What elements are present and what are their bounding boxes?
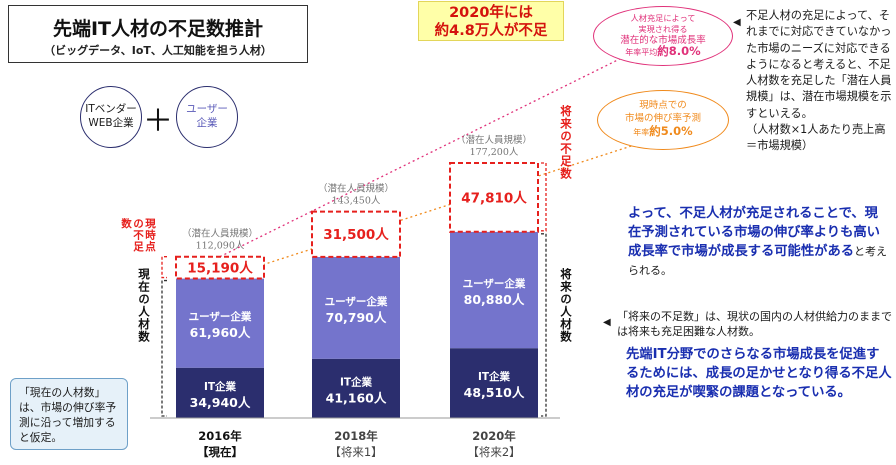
bar-user bbox=[450, 231, 538, 349]
callout-2020-line1: 2020年には bbox=[449, 5, 533, 21]
cagr-potential-ellipse: 人材充足によって 実現され得る 潜在的な市場成長率 年率平均約8.0% bbox=[593, 6, 733, 66]
note-conclusion: よって、不足人材が充足されることで、現在予測されている市場の伸び率よりも高い成長… bbox=[628, 204, 890, 280]
bars: IT企業34,940人ユーザー企業61,960人15,190人（潜在人員規模）1… bbox=[150, 134, 560, 459]
x-tick-year: 2020年 bbox=[472, 429, 516, 443]
callout-2020: 2020年には 約4.8万人が不足 bbox=[418, 1, 564, 41]
bar-it-value: 48,510人 bbox=[464, 385, 525, 400]
note-future-bold: 先端IT分野でのさらなる市場成長を促進するためには、成長の足かせとなり得る不足人… bbox=[626, 347, 892, 400]
brackets bbox=[161, 162, 547, 417]
legend-user-circle: ユーザー 企業 bbox=[176, 86, 238, 148]
bar-shortage-value: 31,500人 bbox=[323, 227, 389, 243]
x-tick-tag: 【現在】 bbox=[197, 445, 243, 459]
note-conclusion-tail: と考えられる。 bbox=[628, 245, 888, 277]
legend-plus: ＋ bbox=[143, 104, 173, 139]
page-title: 先端IT人材の不足数推計 bbox=[52, 18, 264, 40]
page-subtitle: （ビッグデータ、IoT、人工知能を担う人材） bbox=[44, 44, 272, 57]
bar-it-value: 34,940人 bbox=[190, 395, 251, 410]
note-future-label: 「将来の不足数」は、現状の国内の人材供給力のままでは将来も充足困難な人材数。 bbox=[617, 310, 892, 338]
total-caption: （潜在人員規模） bbox=[318, 183, 394, 195]
note-future-marker-icon: ◀ bbox=[603, 317, 611, 328]
x-tick-year: 2016年 bbox=[198, 429, 242, 443]
cagr-potential-line1: 人材充足によって bbox=[630, 13, 696, 23]
cagr-current-line1: 現時点での bbox=[639, 100, 687, 111]
note-current-workforce: 「現在の人材数」は、市場の伸び率予測に沿って増加すると仮定。 bbox=[10, 378, 128, 450]
bar-user bbox=[312, 256, 400, 359]
cagr-current-prefix: 年率 bbox=[633, 128, 650, 137]
label-future-workforce: 将来の人材数 bbox=[559, 268, 573, 343]
bracket-future-shortage bbox=[541, 162, 547, 232]
title-box: 先端IT人材の不足数推計 （ビッグデータ、IoT、人工知能を担う人材） bbox=[8, 5, 308, 63]
cagr-current-line2: 市場の伸び率予測 bbox=[624, 113, 701, 124]
bar-it-value: 41,160人 bbox=[326, 390, 387, 405]
x-tick-tag: 【将来2】 bbox=[467, 445, 520, 459]
bracket-future-workforce bbox=[541, 233, 547, 417]
bar-it-name: IT企業 bbox=[340, 375, 373, 388]
cagr-potential-prefix: 年率平均 bbox=[625, 48, 658, 57]
bar-it bbox=[450, 348, 538, 418]
bar-shortage-value: 47,810人 bbox=[461, 190, 527, 206]
total-value: 112,090人 bbox=[196, 241, 245, 252]
x-tick-year: 2018年 bbox=[334, 429, 378, 443]
bar-it-name: IT企業 bbox=[478, 370, 511, 383]
bar-user-value: 70,790人 bbox=[326, 310, 387, 325]
cagr-current-ellipse: 現時点での 市場の伸び率予測 年率約5.0% bbox=[597, 90, 729, 150]
note-right: 不足人材の充足によって、それまでに対応できていなかった市場のニーズに対応できるよ… bbox=[746, 9, 892, 153]
bar-user-name: ユーザー企業 bbox=[189, 310, 252, 323]
bracket-current-workforce bbox=[161, 279, 167, 417]
bar-shortage-value: 15,190人 bbox=[187, 261, 253, 277]
bar-shortage bbox=[449, 162, 539, 233]
total-value: 143,450人 bbox=[332, 196, 381, 207]
note-conclusion-bold: よって、不足人材が充足されることで、現在予測されている市場の伸び率よりも高い成長… bbox=[628, 206, 880, 259]
bar-user-value: 61,960人 bbox=[190, 325, 251, 340]
bar-it-name: IT企業 bbox=[204, 380, 237, 393]
callout-2020-line2: 約4.8万人が不足 bbox=[434, 23, 548, 39]
total-value: 177,200人 bbox=[470, 147, 519, 158]
bar-it bbox=[312, 358, 400, 418]
trend-current-line bbox=[219, 139, 651, 280]
label-current-shortage: 現時点の不足数 bbox=[120, 218, 156, 253]
bar-shortage bbox=[311, 210, 401, 258]
cagr-current-value: 約5.0% bbox=[649, 124, 693, 138]
trend-lines bbox=[219, 43, 651, 280]
cagr-potential-line2: 実現され得る bbox=[638, 24, 688, 34]
bar-user bbox=[176, 278, 264, 368]
bar-shortage bbox=[175, 255, 265, 280]
cagr-potential-value: 約8.0% bbox=[657, 44, 701, 58]
bar-user-value: 80,880人 bbox=[464, 292, 525, 307]
legend-vendor-circle: ITベンダー WEB企業 bbox=[80, 86, 142, 148]
total-caption: （潜在人員規模） bbox=[182, 228, 258, 240]
trend-potential-line bbox=[219, 43, 651, 258]
note-right-marker-icon: ◀ bbox=[733, 17, 741, 28]
legend-vendor-label: ITベンダー WEB企業 bbox=[85, 103, 137, 129]
total-caption: （潜在人員規模） bbox=[456, 134, 532, 146]
label-future-shortage: 将来の不足数 bbox=[559, 105, 573, 180]
bar-it bbox=[176, 367, 264, 418]
cagr-potential-line3: 潜在的な市場成長率 bbox=[620, 35, 706, 46]
legend-user-label: ユーザー 企業 bbox=[186, 103, 228, 129]
label-current-workforce: 現在の人材数 bbox=[137, 268, 151, 343]
x-tick-tag: 【将来1】 bbox=[329, 445, 382, 459]
bar-user-name: ユーザー企業 bbox=[325, 295, 388, 308]
bar-user-name: ユーザー企業 bbox=[463, 277, 526, 290]
bracket-current-shortage bbox=[161, 256, 167, 279]
